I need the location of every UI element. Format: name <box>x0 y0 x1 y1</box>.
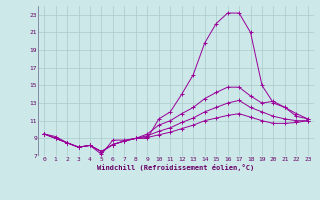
X-axis label: Windchill (Refroidissement éolien,°C): Windchill (Refroidissement éolien,°C) <box>97 164 255 171</box>
